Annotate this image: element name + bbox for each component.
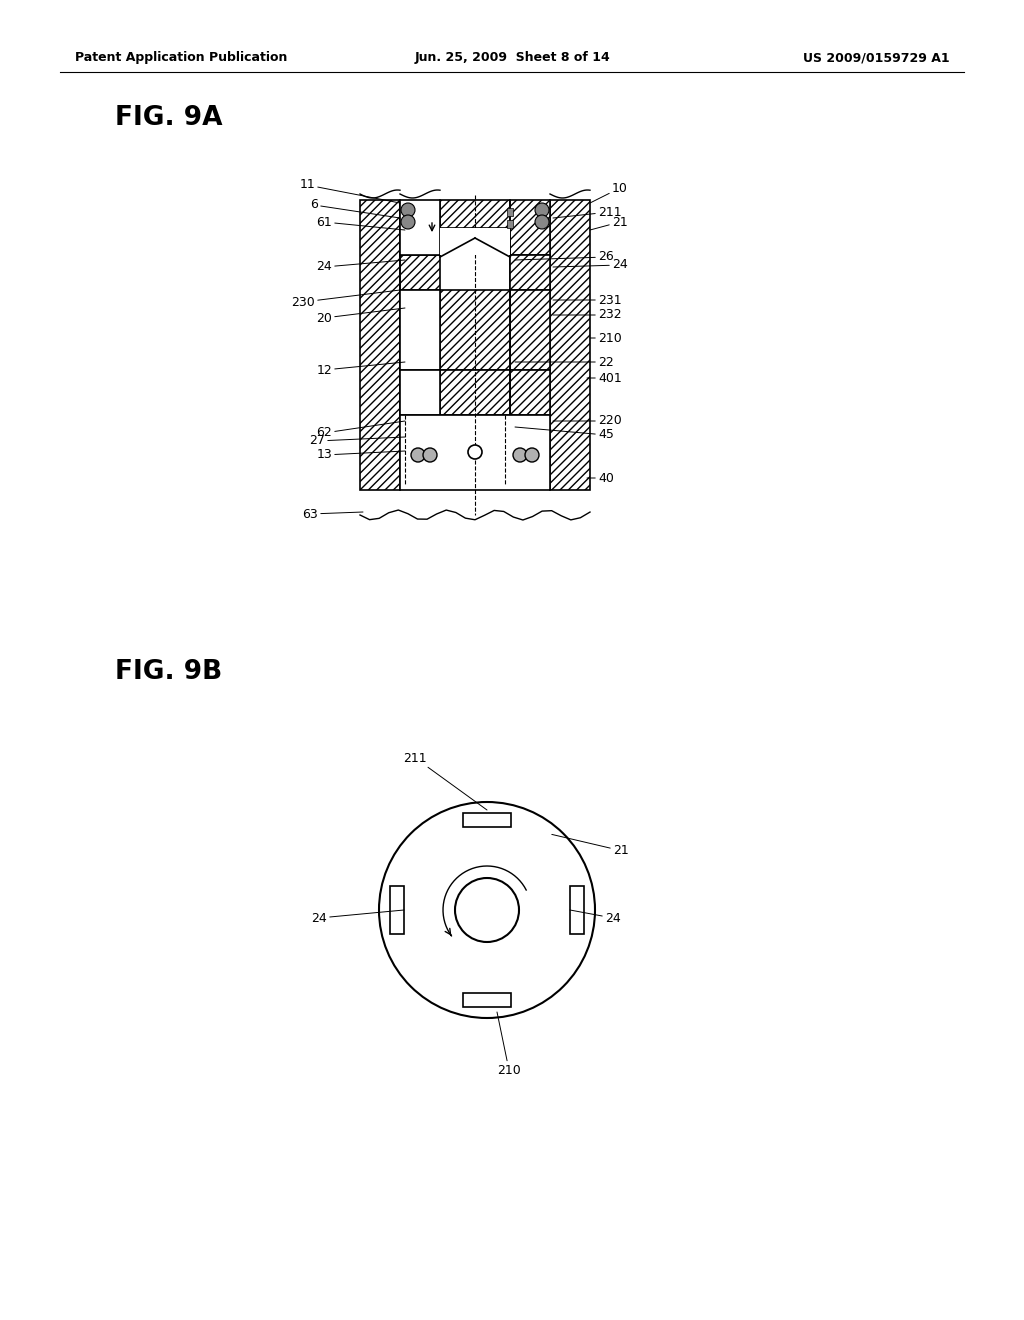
Text: 21: 21: [552, 834, 629, 857]
Text: Jun. 25, 2009  Sheet 8 of 14: Jun. 25, 2009 Sheet 8 of 14: [414, 51, 610, 65]
Text: 220: 220: [553, 414, 622, 428]
Text: 211: 211: [553, 206, 622, 219]
Circle shape: [455, 878, 519, 942]
Text: 24: 24: [316, 260, 406, 273]
Circle shape: [401, 215, 415, 228]
Bar: [440, 370, 510, 414]
Bar: [400, 370, 440, 414]
Bar: [400, 414, 550, 490]
Bar: [463, 993, 511, 1007]
Text: 211: 211: [403, 751, 487, 810]
Text: US 2009/0159729 A1: US 2009/0159729 A1: [804, 51, 950, 65]
Text: 231: 231: [553, 293, 622, 306]
Text: 21: 21: [590, 215, 628, 230]
Text: 13: 13: [316, 449, 406, 462]
Bar: [510, 370, 550, 414]
Bar: [400, 290, 440, 370]
Text: 61: 61: [316, 215, 406, 230]
Text: 24: 24: [311, 909, 404, 924]
Text: 11: 11: [299, 178, 400, 203]
Circle shape: [535, 215, 549, 228]
Text: FIG. 9B: FIG. 9B: [115, 659, 222, 685]
Text: 22: 22: [515, 355, 613, 368]
Bar: [440, 201, 510, 228]
Text: 12: 12: [316, 362, 406, 376]
Text: 27: 27: [309, 434, 406, 447]
Bar: [400, 255, 440, 290]
Bar: [507, 220, 513, 228]
Circle shape: [411, 447, 425, 462]
Bar: [360, 201, 400, 490]
Text: 232: 232: [553, 309, 622, 322]
Circle shape: [525, 447, 539, 462]
Bar: [510, 255, 550, 290]
Bar: [400, 201, 440, 255]
Text: 20: 20: [316, 308, 406, 325]
Text: FIG. 9A: FIG. 9A: [115, 106, 222, 131]
Text: Patent Application Publication: Patent Application Publication: [75, 51, 288, 65]
Text: 230: 230: [291, 290, 400, 309]
Text: 24: 24: [553, 259, 628, 272]
Text: 24: 24: [570, 909, 621, 924]
Text: 401: 401: [587, 371, 622, 384]
Circle shape: [379, 803, 595, 1018]
Circle shape: [423, 447, 437, 462]
Bar: [510, 201, 550, 255]
Text: 62: 62: [316, 421, 406, 440]
Text: 45: 45: [515, 426, 613, 441]
Text: 6: 6: [310, 198, 400, 218]
Text: 40: 40: [587, 471, 613, 484]
Bar: [400, 201, 440, 255]
Text: 26: 26: [515, 251, 613, 264]
Circle shape: [468, 445, 482, 459]
Text: 210: 210: [590, 331, 622, 345]
Bar: [570, 886, 584, 935]
Circle shape: [513, 447, 527, 462]
Circle shape: [535, 203, 549, 216]
Bar: [463, 813, 511, 828]
Bar: [507, 209, 513, 216]
Bar: [440, 290, 510, 370]
Bar: [390, 886, 404, 935]
Circle shape: [401, 203, 415, 216]
Bar: [440, 228, 510, 255]
Bar: [510, 290, 550, 370]
Text: 210: 210: [497, 1012, 521, 1077]
Text: 10: 10: [590, 181, 628, 203]
Text: 63: 63: [302, 507, 362, 520]
Bar: [550, 201, 590, 490]
